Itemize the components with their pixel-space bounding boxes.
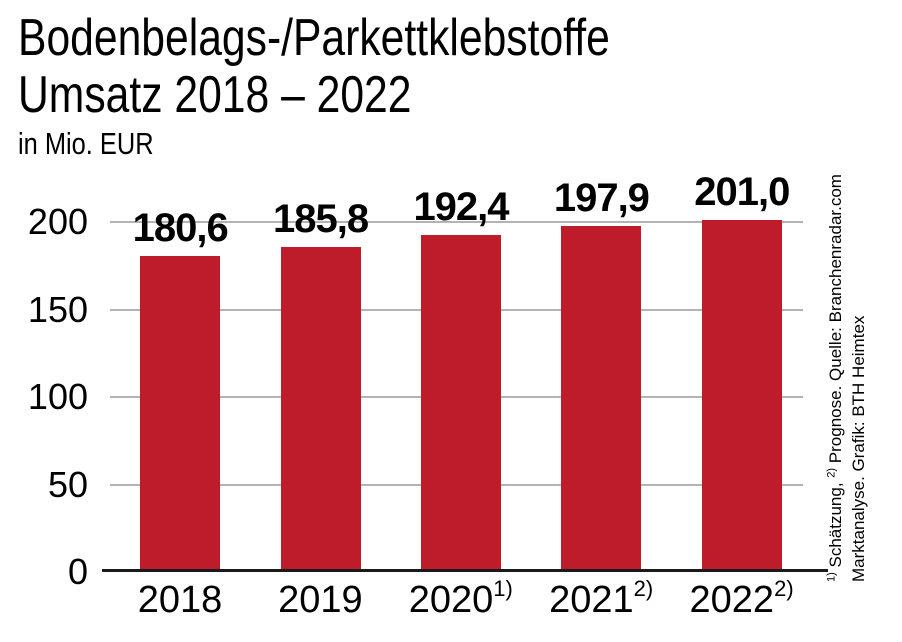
source-footnote: 1) Schätzung, 2) Prognose. Quelle: Branc… xyxy=(824,148,880,582)
x-tick-superscript-2021: 2) xyxy=(633,576,654,602)
title-block: Bodenbelags-/Parkettklebstoffe Umsatz 20… xyxy=(18,10,610,164)
bar-2019 xyxy=(280,246,361,572)
chart-title-line1: Bodenbelags-/Parkettklebstoffe xyxy=(18,9,610,67)
x-axis-labels: 2018 2019 20201) 20212) 20222) xyxy=(110,576,812,628)
x-tick-label-2021: 20212) xyxy=(549,576,654,621)
bar-2022 xyxy=(701,220,782,572)
x-axis-line xyxy=(102,569,828,572)
x-tick-superscript-2020: 1) xyxy=(493,576,513,602)
y-tick-label-100: 100 xyxy=(27,376,88,417)
y-tick-label-0: 0 xyxy=(67,551,88,592)
value-label-2020: 192,4 xyxy=(413,185,509,230)
x-tick-label-2019: 2019 xyxy=(278,579,363,621)
chart-title-line2: Umsatz 2018 – 2022 xyxy=(18,66,412,124)
x-tick-label-2020: 20201) xyxy=(408,576,513,621)
y-tick-label-150: 150 xyxy=(27,288,88,330)
chart-units-label: in Mio. EUR xyxy=(18,126,154,161)
source-footnote-line1: 1) Schätzung, 2) Prognose. Quelle: Branc… xyxy=(825,174,845,582)
x-tick-label-2018: 2018 xyxy=(137,579,223,621)
value-label-2021: 197,9 xyxy=(553,175,650,220)
value-label-2022: 201,0 xyxy=(694,170,790,215)
value-label-2018: 180,6 xyxy=(132,205,229,250)
x-tick-superscript-2022: 2) xyxy=(774,576,794,602)
bar-2021 xyxy=(561,225,642,572)
y-tick-label-200: 200 xyxy=(27,201,88,242)
gridline-200 xyxy=(110,221,803,223)
bar-2018 xyxy=(140,255,221,572)
bar-2020 xyxy=(421,235,501,572)
y-axis-labels: 0 50 100 150 200 xyxy=(0,201,88,590)
source-footnote-line2: Marktanalyse. Grafik: BTH Heimtex xyxy=(849,315,868,582)
y-tick-label-50: 50 xyxy=(47,463,88,505)
x-tick-label-2022: 20222) xyxy=(689,576,794,621)
value-label-2019: 185,8 xyxy=(273,196,369,241)
plot-area: 180,6 185,8 192,4 197,9 201,0 xyxy=(102,172,828,572)
